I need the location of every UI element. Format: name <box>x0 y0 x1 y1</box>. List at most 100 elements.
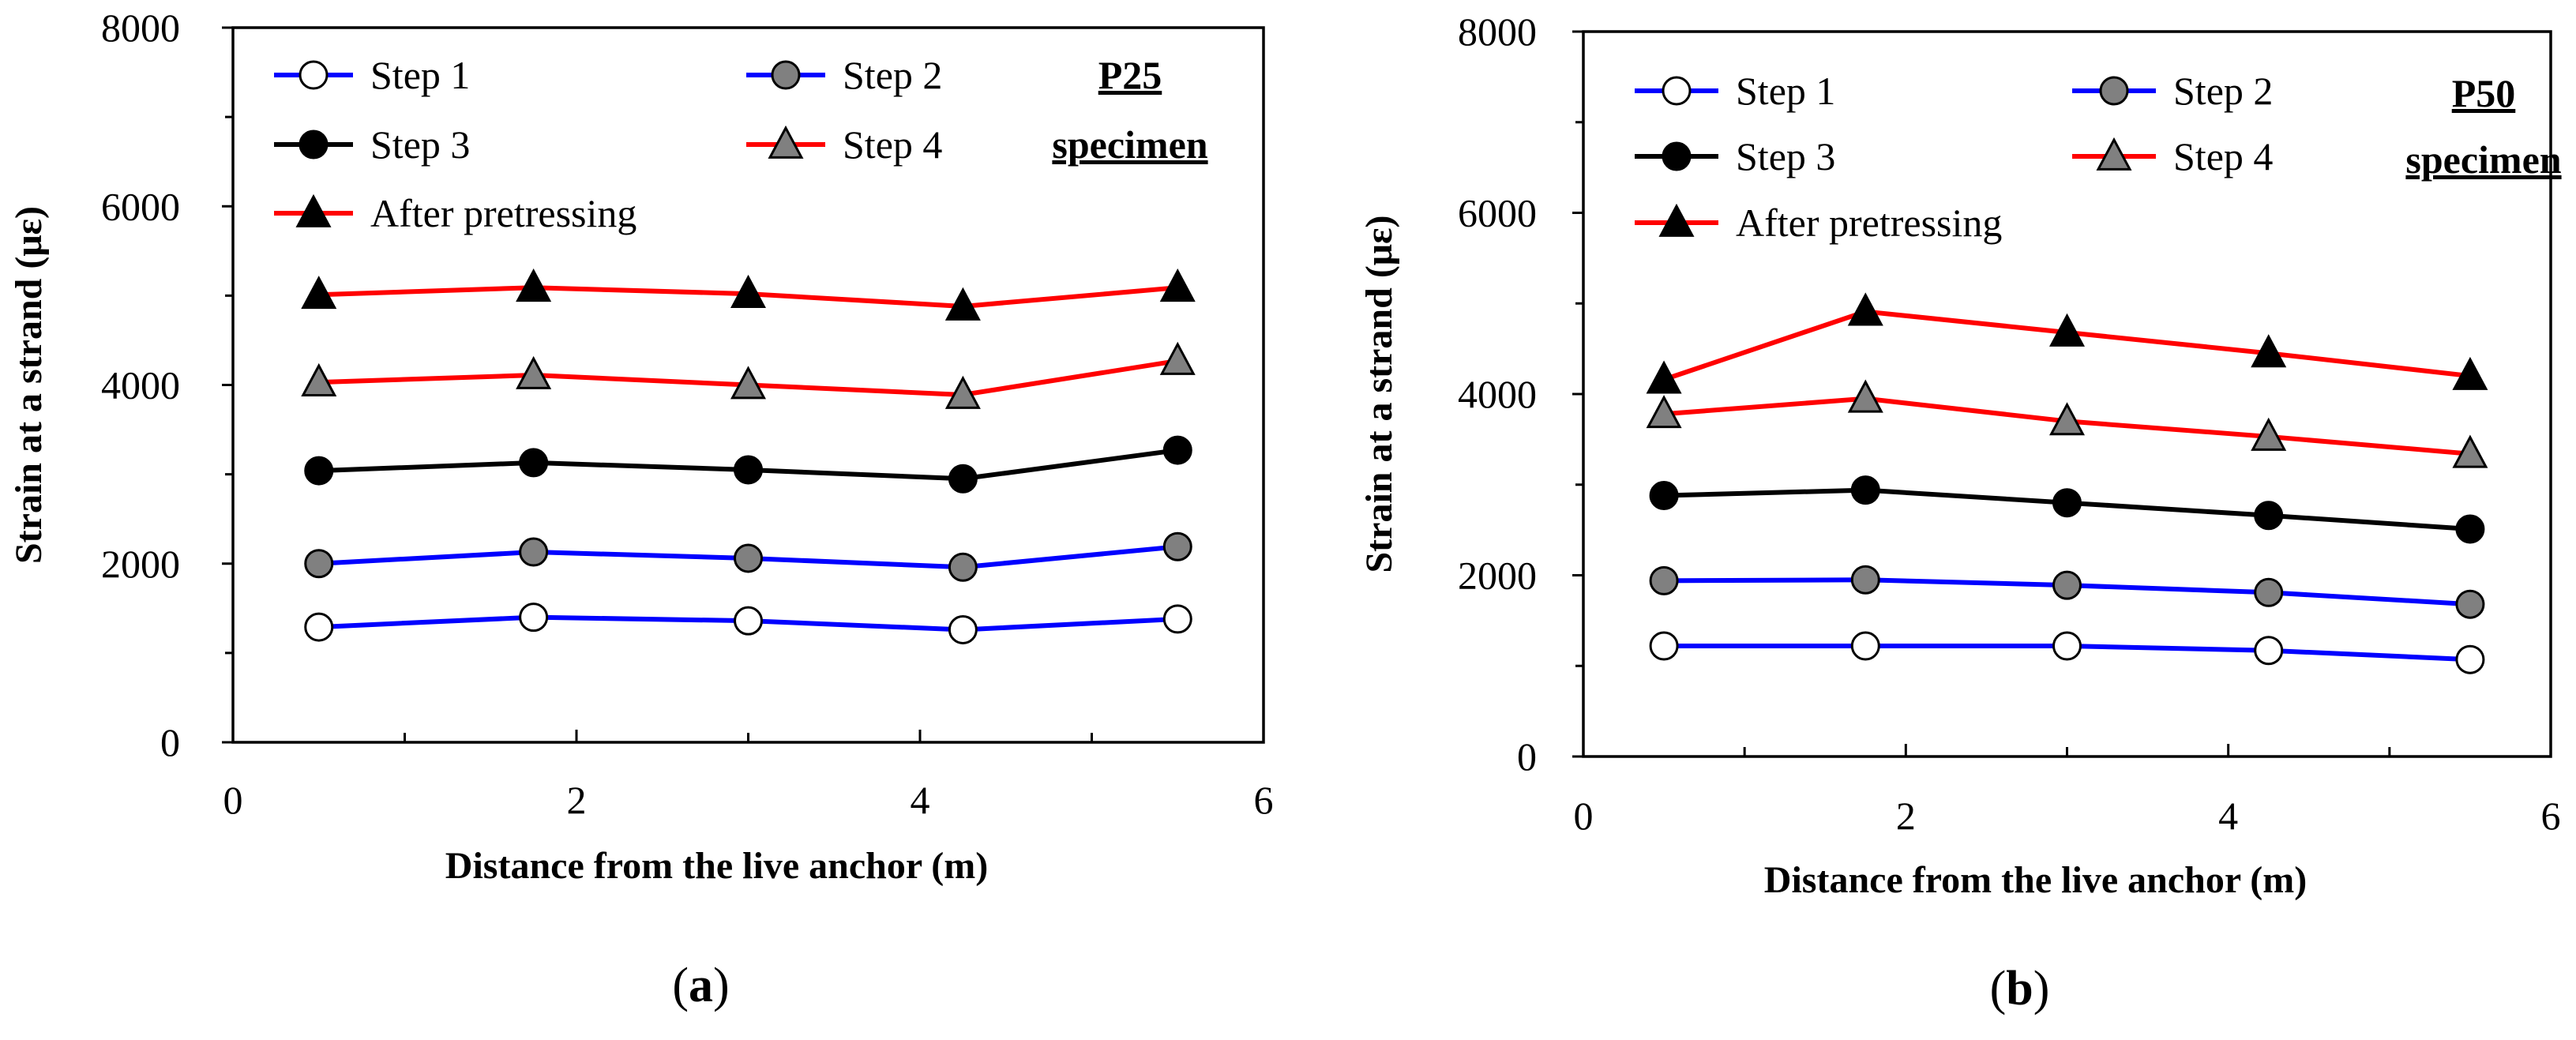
legend-label: Step 3 <box>370 122 470 167</box>
y-tick-label: 4000 <box>1458 372 1537 416</box>
series-1 <box>1649 631 2485 674</box>
legend-marker <box>771 60 801 90</box>
series-2 <box>1649 565 2485 619</box>
data-point <box>2048 402 2086 436</box>
data-point <box>304 612 334 642</box>
data-point <box>2455 514 2485 544</box>
x-axis-title: Distance from the live anchor (m) <box>1764 859 2307 901</box>
chart-panel-b: 0 2000 4000 6000 8000 0 2 4 6 Distance from the l… <box>1358 9 2562 1016</box>
y-tick-label: 2000 <box>101 542 180 586</box>
legend-entry: After pretressing <box>274 191 636 235</box>
panel-caption: (b) <box>1990 962 2050 1016</box>
data-point <box>1646 395 1682 429</box>
data-point <box>944 375 981 409</box>
legend-entry: Step 4 <box>746 122 942 167</box>
legend-label: Step 3 <box>1736 134 1835 178</box>
data-point <box>2254 636 2284 666</box>
specimen-id: P25 <box>1098 53 1162 97</box>
data-point <box>519 603 549 633</box>
data-point <box>2251 334 2287 368</box>
data-point <box>948 552 978 582</box>
x-axis-title: Distance from the live anchor (m) <box>445 845 988 887</box>
data-point <box>519 537 549 567</box>
series-3 <box>304 435 1192 494</box>
legend-entry: Step 4 <box>2072 134 2273 178</box>
y-tick-label: 2000 <box>1458 554 1537 598</box>
legend-label: After pretressing <box>1736 201 2002 245</box>
legend-entry: Step 2 <box>746 53 942 97</box>
data-point <box>734 543 763 573</box>
data-point <box>301 276 337 310</box>
data-point <box>730 274 767 308</box>
data-point <box>1847 292 1883 326</box>
legend-entry: Step 1 <box>274 53 470 97</box>
data-point <box>2455 589 2485 619</box>
caption-paren: ( <box>672 959 689 1012</box>
data-point <box>301 362 337 396</box>
legend-label: Step 4 <box>843 122 942 167</box>
data-point <box>2052 488 2082 518</box>
specimen-label: specimen <box>1052 122 1207 167</box>
data-point <box>948 614 978 644</box>
legend-entry: Step 1 <box>1635 69 1835 113</box>
data-point <box>734 606 763 636</box>
caption-letter: b <box>2006 962 2033 1016</box>
caption-letter: a <box>689 959 713 1012</box>
legend-entry: Step 3 <box>274 122 470 167</box>
legend-label: Step 1 <box>1736 69 1835 113</box>
data-point <box>2452 434 2488 468</box>
series-5 <box>301 268 1196 321</box>
data-point <box>2251 417 2287 451</box>
series-2 <box>304 531 1192 582</box>
data-point <box>944 287 981 321</box>
caption-paren: ( <box>1990 962 2007 1016</box>
legend-label: After pretressing <box>370 191 636 235</box>
legend-entry: After pretressing <box>1635 201 2002 245</box>
data-point <box>2254 501 2284 531</box>
y-axis-title: Strain at a strand (με) <box>1358 215 1400 573</box>
data-point <box>1162 604 1192 634</box>
series-4 <box>301 341 1196 409</box>
x-tick-label: 0 <box>1574 794 1594 838</box>
x-tick-label: 2 <box>1896 794 1916 838</box>
legend-marker <box>299 130 329 160</box>
chart-panel-a: 0 2000 4000 6000 8000 0 2 4 6 Distance from the l… <box>8 6 1274 1012</box>
data-point <box>304 456 334 486</box>
panel-caption: (a) <box>672 959 729 1012</box>
legend-marker <box>768 125 804 159</box>
data-point <box>1159 341 1196 375</box>
y-tick-label: 4000 <box>101 363 180 407</box>
legend-marker <box>2099 76 2129 106</box>
data-point <box>1649 631 1679 661</box>
caption-paren: ) <box>713 959 730 1012</box>
data-point <box>519 448 549 478</box>
data-point <box>730 366 767 400</box>
legend-marker <box>1662 141 1692 171</box>
data-point <box>1850 565 1880 595</box>
y-tick-label: 0 <box>160 720 180 764</box>
legend-entry: Step 2 <box>2072 69 2273 113</box>
data-point <box>734 455 763 485</box>
data-point <box>516 355 552 389</box>
data-point <box>2052 631 2082 661</box>
caption-paren: ) <box>2033 962 2050 1016</box>
data-point <box>948 464 978 494</box>
legend-marker <box>299 60 329 90</box>
legend-marker <box>2096 137 2132 171</box>
data-point <box>2052 570 2082 600</box>
data-point <box>304 549 334 579</box>
data-point <box>2455 644 2485 674</box>
data-point <box>516 268 552 302</box>
x-tick-label: 2 <box>567 778 587 822</box>
legend-label: Step 4 <box>2173 134 2273 178</box>
x-tick-label: 4 <box>911 778 930 822</box>
data-point <box>1162 531 1192 561</box>
x-tick-label: 6 <box>1254 778 1274 822</box>
data-point <box>1850 475 1880 505</box>
data-point <box>1162 435 1192 465</box>
data-point <box>2254 577 2284 607</box>
data-point <box>2452 356 2488 390</box>
y-tick-label: 6000 <box>1458 191 1537 235</box>
specimen-label: specimen <box>2405 137 2561 182</box>
